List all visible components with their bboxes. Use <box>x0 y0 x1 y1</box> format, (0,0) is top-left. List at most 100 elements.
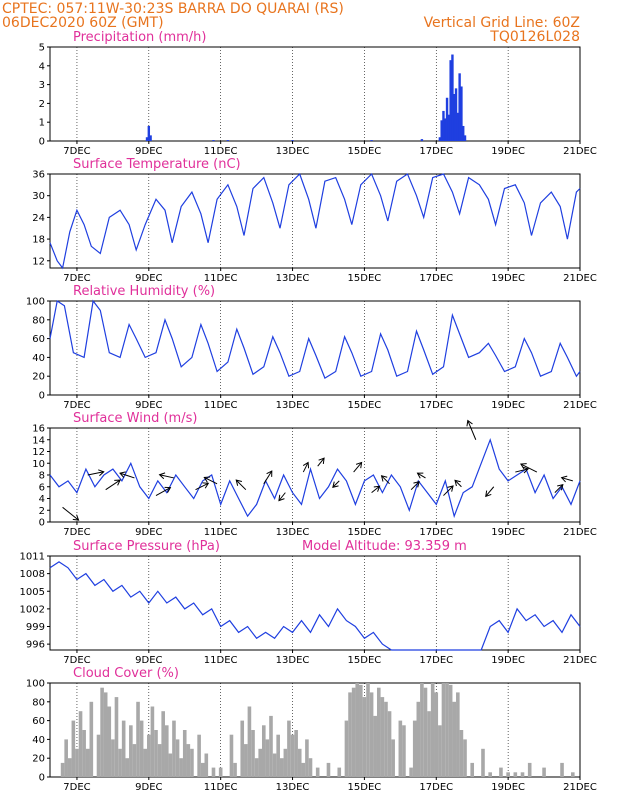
panel-cloud: 0 20 40 60 80 100 7DEC 9DEC 11DEC 13DEC 15DEC 17DEC… <box>26 666 597 793</box>
bar <box>211 767 216 777</box>
y-tick-label: 100 <box>26 679 45 690</box>
bar <box>143 748 148 777</box>
bar <box>442 110 445 141</box>
bar <box>506 772 510 777</box>
wind-arrow-head <box>454 479 461 487</box>
bar <box>380 697 385 777</box>
y-tick-label: 999 <box>26 622 45 633</box>
y-tick-label: 3 <box>39 80 45 91</box>
x-tick-label: 21DEC <box>563 527 597 538</box>
bar <box>438 137 442 141</box>
bar <box>247 706 252 777</box>
panel-title: Cloud Cover (%) <box>73 666 179 681</box>
bar <box>438 725 442 777</box>
panel-frame <box>49 173 581 269</box>
bar <box>145 137 149 141</box>
wind-arrow <box>381 475 390 485</box>
bar <box>430 683 435 777</box>
bar <box>164 725 169 777</box>
y-tick-label: 18 <box>32 235 45 246</box>
wind-arrow <box>204 476 218 485</box>
x-tick-label: 19DEC <box>491 273 525 284</box>
bar <box>240 720 245 777</box>
wind-arrow <box>119 472 135 479</box>
wind-arrow-head <box>266 470 273 477</box>
x-tick-label: 11DEC <box>204 655 238 666</box>
bar <box>226 140 230 141</box>
bar <box>118 748 122 777</box>
bar <box>571 772 575 777</box>
bar <box>283 748 288 777</box>
y-tick-label: 40 <box>32 735 45 746</box>
bar <box>132 744 137 777</box>
bar <box>89 701 94 777</box>
wind-arrow-head <box>72 514 80 521</box>
bar <box>64 739 68 777</box>
x-tick-label: 17DEC <box>419 400 453 411</box>
wind-arrow <box>159 474 175 479</box>
header-station: CPTEC: 057:11W-30:23S BARRA DO QUARAI (R… <box>2 1 344 17</box>
bar <box>359 684 363 777</box>
bar <box>542 767 546 777</box>
bar <box>100 687 104 777</box>
wind-arrow-head <box>235 479 243 486</box>
bar <box>453 94 456 141</box>
wind-arrow <box>62 506 79 521</box>
bar <box>460 86 463 141</box>
wind-arrow <box>467 420 477 440</box>
bar <box>136 701 140 777</box>
x-tick-label: 11DEC <box>204 273 238 284</box>
y-tick-label: 8 <box>39 471 45 482</box>
panel-title: Precipitation (mm/h) <box>73 30 206 45</box>
bar <box>391 739 395 777</box>
x-tick-label: 19DEC <box>491 782 525 793</box>
x-tick-label: 17DEC <box>419 527 453 538</box>
x-tick-label: 9DEC <box>135 527 162 538</box>
x-tick-label: 9DEC <box>135 146 162 157</box>
y-tick-label: 20 <box>32 372 45 383</box>
bar <box>233 762 237 777</box>
y-tick-label: 6 <box>39 482 45 493</box>
bar <box>458 73 461 141</box>
wind-arrow-head <box>373 485 381 492</box>
wind-arrow-head <box>522 466 530 474</box>
wind-arrow-head <box>557 483 564 491</box>
bar <box>85 748 90 777</box>
wind-arrow-head <box>447 485 454 492</box>
bar <box>175 739 180 777</box>
bar <box>427 711 431 777</box>
bar <box>125 758 130 777</box>
panel-annotation: Model Altitude: 93.359 m <box>302 539 467 554</box>
bar <box>305 739 309 777</box>
wind-arrow <box>332 480 340 488</box>
bar <box>447 114 451 141</box>
y-tick-label: 1002 <box>20 604 45 615</box>
bar <box>129 725 133 777</box>
x-tick-label: 7DEC <box>63 146 90 157</box>
bar <box>373 715 377 777</box>
wind-arrow-head <box>302 461 310 469</box>
y-tick-label: 100 <box>26 297 45 308</box>
x-tick-label: 19DEC <box>491 527 525 538</box>
y-tick-label: 80 <box>32 315 45 326</box>
bar <box>149 135 152 141</box>
wind-arrow-head <box>202 482 210 489</box>
bar <box>121 720 126 777</box>
bar <box>301 762 306 777</box>
y-tick-label: 5 <box>39 43 45 54</box>
y-tick-label: 0 <box>39 137 45 148</box>
bar <box>470 762 475 777</box>
bar <box>355 683 360 777</box>
y-tick-label: 1005 <box>20 587 45 598</box>
x-tick-label: 11DEC <box>204 146 238 157</box>
bar <box>276 734 280 777</box>
wind-arrow <box>317 457 325 467</box>
x-tick-label: 13DEC <box>276 400 310 411</box>
bar <box>229 734 234 777</box>
x-tick-label: 13DEC <box>276 527 310 538</box>
bar <box>445 683 449 777</box>
bar <box>147 734 151 777</box>
panel-frame <box>49 46 581 142</box>
bar <box>150 706 155 777</box>
